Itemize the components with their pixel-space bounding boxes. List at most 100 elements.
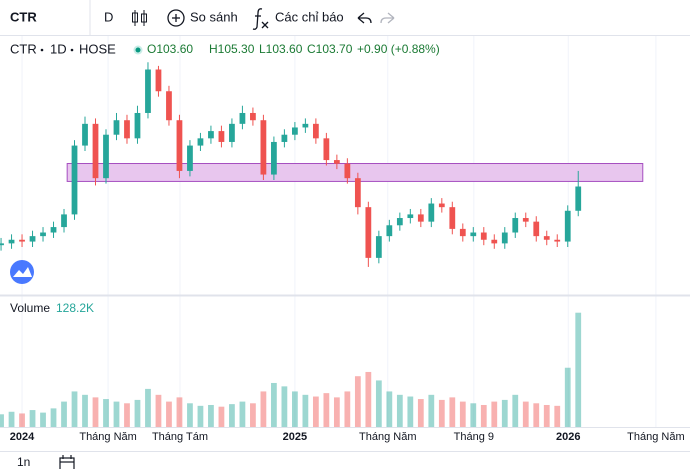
legend-close: C103.70 [307,42,353,56]
candle-body [29,236,36,242]
volume-bar [271,382,277,427]
volume-bar [197,405,204,427]
volume-layer [0,312,582,427]
symbol-box[interactable] [0,0,90,35]
volume-bar [522,401,529,427]
x-tick-label: 2025 [283,431,307,443]
compare-icon[interactable] [167,9,185,27]
candle-body [396,218,403,226]
candle-body [375,236,382,258]
candle-body [417,214,424,222]
volume-bar [512,394,519,427]
indicators-icon[interactable] [252,8,269,30]
candle-body [0,243,4,246]
symbol[interactable]: CTR [10,9,37,24]
volume-bar [344,391,351,427]
volume-bar [375,380,382,427]
volume-bar [554,405,561,427]
range-button[interactable]: 1n [17,455,30,469]
candle-body [438,203,445,208]
x-tick-label: Tháng Năm [79,431,136,443]
candle-body [365,207,372,258]
volume-bar [323,393,330,427]
candle-body [82,123,88,146]
candle-body [134,112,141,139]
volume-bar [428,394,435,427]
candle-body [260,120,267,175]
indicators-button[interactable]: Các chỉ báo [275,9,344,24]
volume-bar [103,399,109,427]
calendar-icon[interactable] [59,455,75,469]
candle-body [103,134,109,179]
x-tick-label: 2026 [556,431,580,443]
volume-bar [354,376,361,427]
volume-bar [92,397,99,427]
volume-bar [575,312,582,427]
volume-bar [82,394,88,427]
redo-icon[interactable] [380,12,395,24]
volume-bar [501,399,508,427]
volume-bar [124,403,130,427]
legend-change: +0.90 (+0.88%) [357,42,440,56]
volume-bar [333,397,340,427]
x-tick-label: 2024 [10,431,35,443]
volume-bar [292,391,298,427]
candle-body [71,145,78,215]
chart-type-icon[interactable] [132,10,147,26]
volume-bar [0,414,4,427]
candle-body [501,232,508,244]
logo[interactable] [10,260,34,284]
candle-body [354,178,361,208]
volume-bar [449,397,456,427]
candle-body [543,236,550,240]
volume-bar [229,404,235,427]
volume-bar [187,403,193,427]
candle-body [250,112,256,121]
candle-body [166,91,172,121]
candle-body [292,127,298,135]
volume-value: 128.2K [56,301,94,315]
volume-bar [564,367,571,427]
volume-bar [491,401,498,427]
legend-symbol: CTR [10,41,37,56]
volume-bar [302,394,309,427]
candle-body [145,69,151,113]
legend-exchange: HOSE [79,41,116,56]
compare-button[interactable]: So sánh [190,9,238,24]
volume-bar [543,404,550,427]
candle-body [19,239,25,242]
candle-body [50,227,57,233]
candle-body [312,123,319,139]
candle-body [344,163,351,179]
candle-body [218,131,225,142]
undo-icon[interactable] [357,12,372,24]
candle-body [155,69,162,92]
volume-bar [459,401,466,427]
candle-body [522,218,529,222]
x-tick-label: Tháng Năm [627,431,684,443]
volume-bar [281,386,288,427]
volume-bar [8,411,15,427]
candle-body [61,214,67,228]
volume-label: Volume [10,301,50,315]
candle-body [208,131,214,139]
candle-body [113,120,120,135]
candle-body [197,138,204,146]
candle-body [449,207,456,229]
legend-low: L103.60 [259,42,303,56]
volume-bar [176,397,183,427]
volume-bar [61,401,67,427]
volume-bar [396,394,403,427]
candle-body [459,228,466,237]
candle-body [271,141,277,175]
candle-body [533,221,540,237]
volume-bar [260,391,267,427]
legend-high: H105.30 [209,42,255,56]
volume-bar [365,371,372,427]
interval-button[interactable]: D [104,9,113,24]
volume-bar [218,406,225,427]
volume-bar [166,401,172,427]
volume-bar [71,391,78,427]
